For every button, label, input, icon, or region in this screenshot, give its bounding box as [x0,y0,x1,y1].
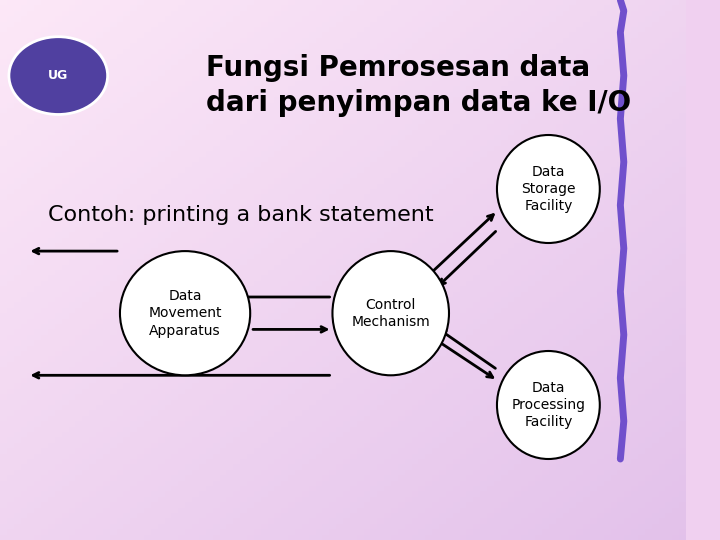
Ellipse shape [497,135,600,243]
Text: Data
Processing
Facility: Data Processing Facility [511,381,585,429]
Text: Contoh: printing a bank statement: Contoh: printing a bank statement [48,205,433,225]
Text: Control
Mechanism: Control Mechanism [351,298,430,329]
Text: Fungsi Pemrosesan data
dari penyimpan data ke I/O: Fungsi Pemrosesan data dari penyimpan da… [206,54,631,117]
Circle shape [9,37,107,114]
Text: UG: UG [48,69,68,82]
Ellipse shape [120,251,250,375]
Ellipse shape [333,251,449,375]
Text: Data
Movement
Apparatus: Data Movement Apparatus [148,289,222,338]
Text: Data
Storage
Facility: Data Storage Facility [521,165,575,213]
Ellipse shape [497,351,600,459]
